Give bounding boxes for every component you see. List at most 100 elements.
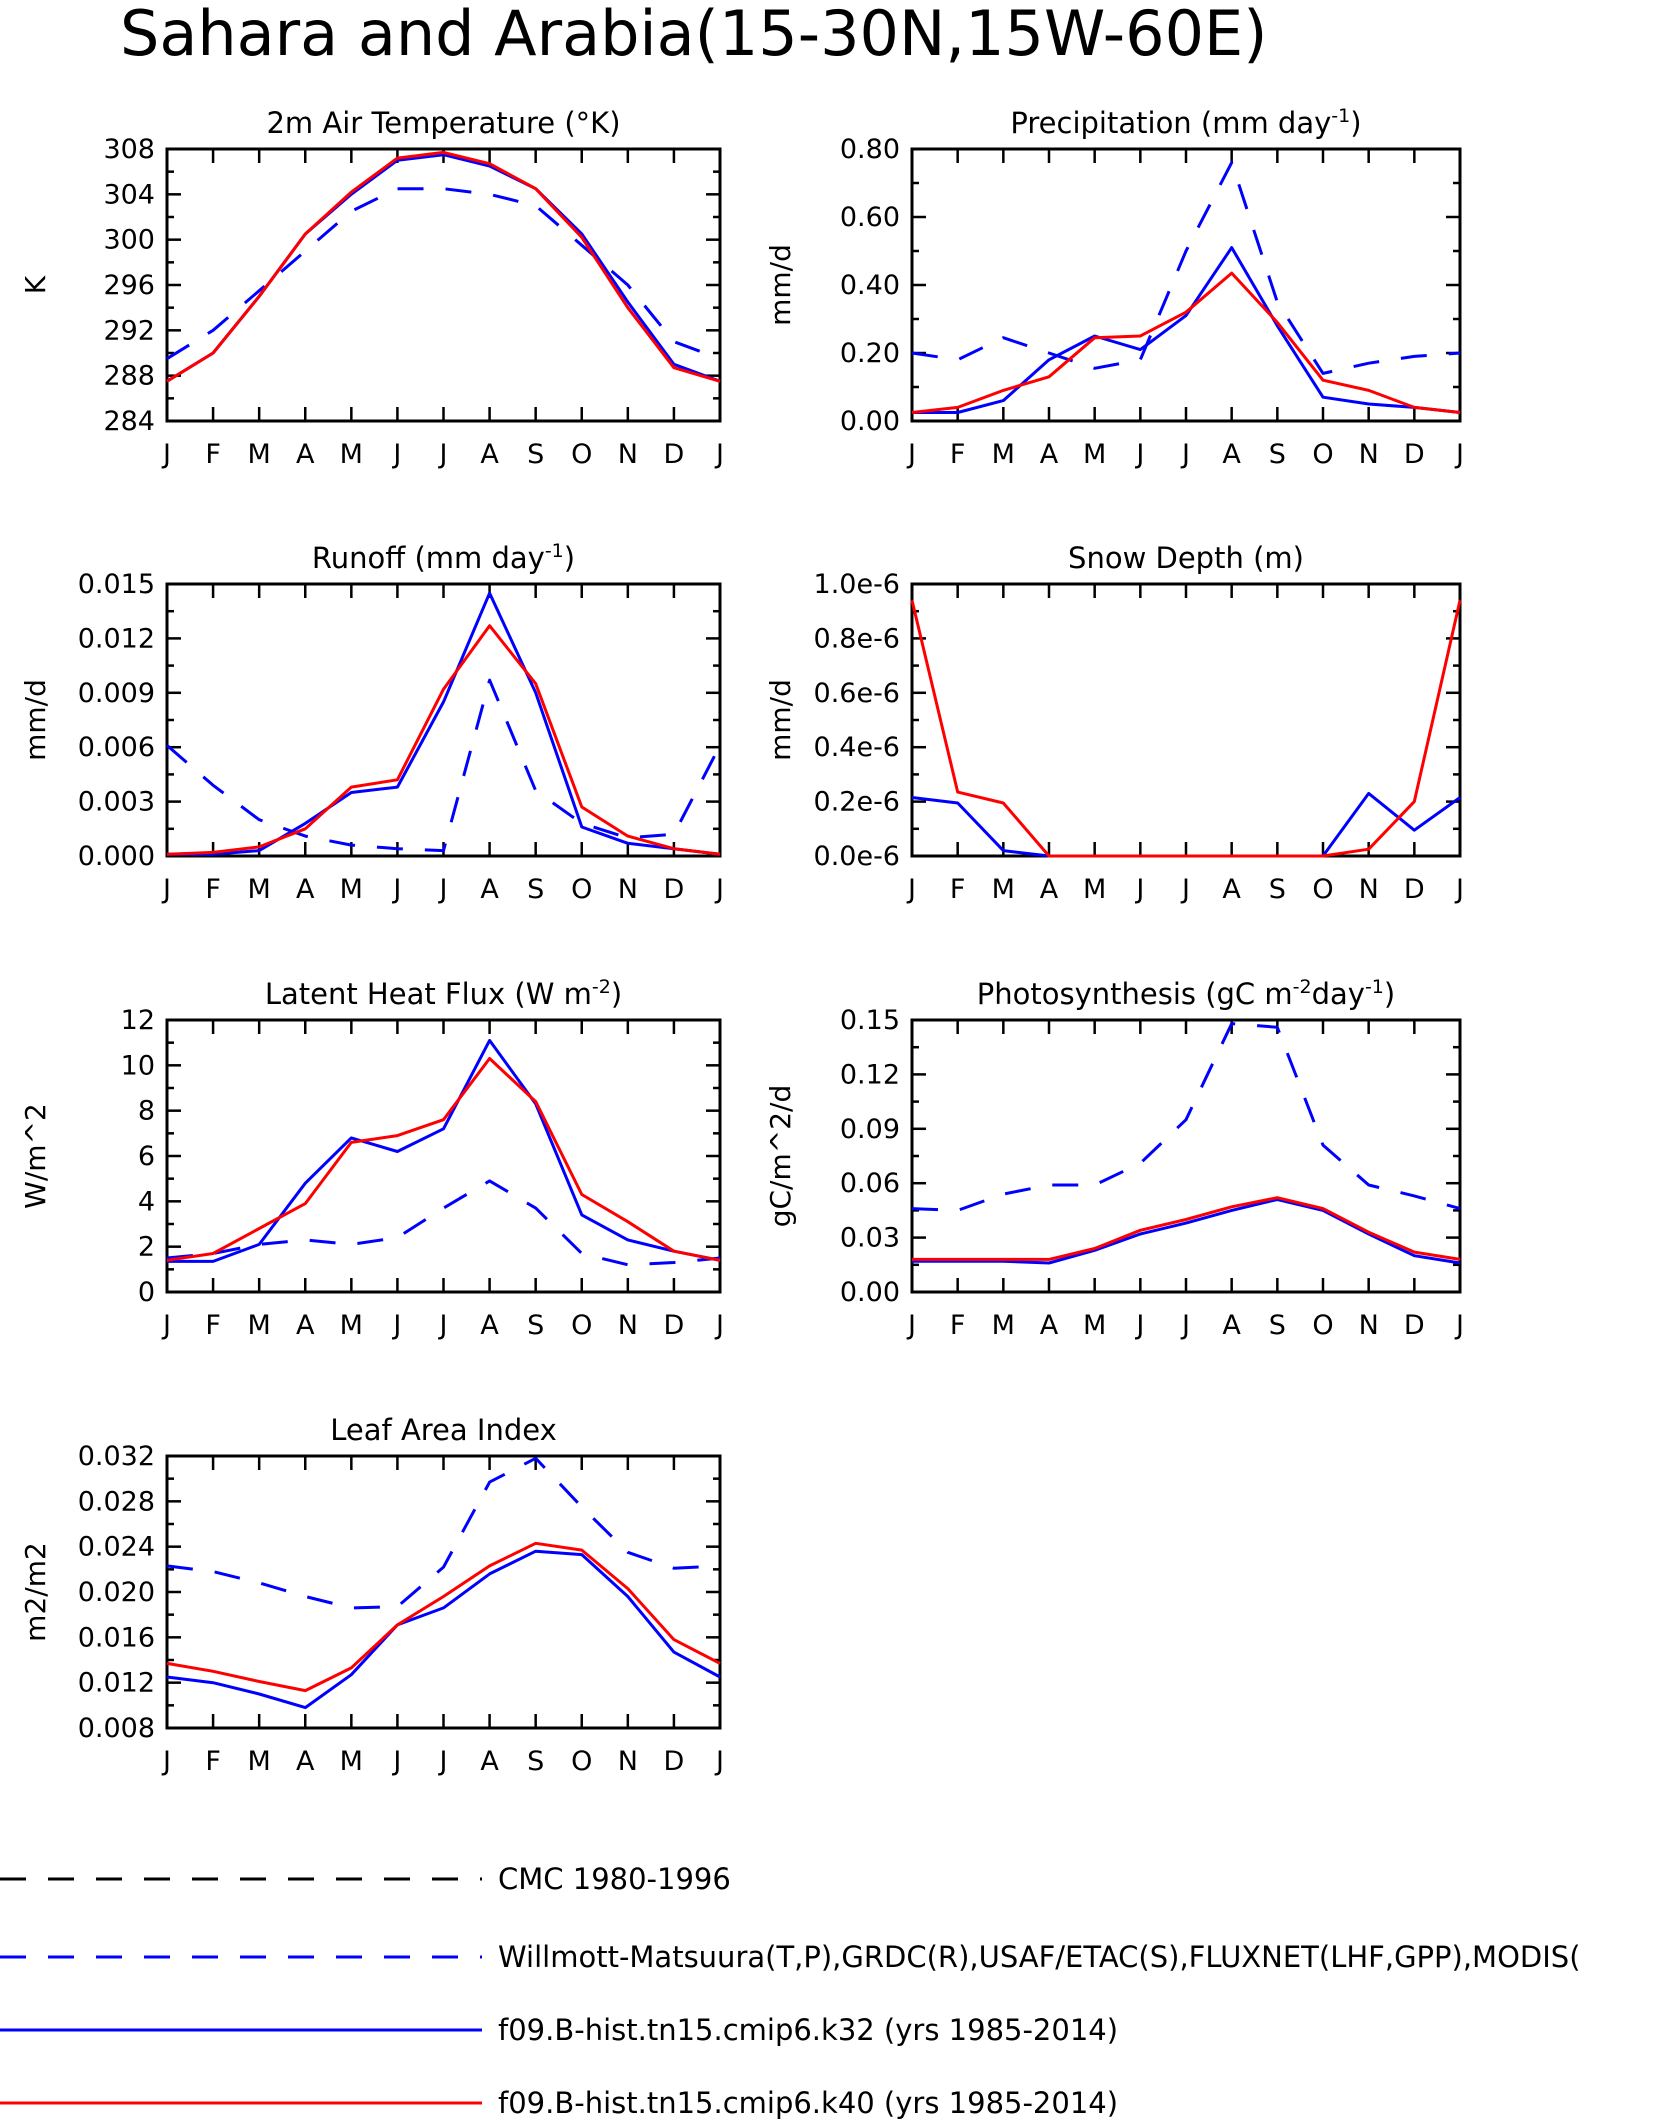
- x-tick-label: J: [1454, 874, 1464, 905]
- x-tick-label: D: [1404, 874, 1425, 905]
- x-tick-label: O: [571, 1746, 592, 1777]
- title-superscript: -2: [592, 976, 611, 998]
- x-tick-label: S: [527, 1746, 544, 1777]
- x-tick-label: F: [205, 1746, 221, 1777]
- y-tick-label: 0.012: [78, 1668, 155, 1699]
- x-tick-label: A: [1222, 439, 1241, 470]
- y-tick-label: 0.015: [78, 569, 155, 600]
- plot-frame: [910, 582, 1462, 858]
- legend-label: f09.B-hist.tn15.cmip6.k32 (yrs 1985-2014…: [498, 2013, 1118, 2047]
- x-tick-label: M: [1083, 439, 1106, 470]
- x-tick-label: J: [438, 439, 448, 470]
- x-tick-label: J: [906, 1310, 916, 1341]
- x-tick-label: M: [248, 439, 271, 470]
- x-tick-label: J: [391, 874, 401, 905]
- x-tick-label: J: [1180, 874, 1190, 905]
- series-line: [166, 1541, 721, 1693]
- panel-2: Precipitation (mm day-1) 0.00 0.20 0.40 0.60…: [764, 105, 1464, 470]
- y-tick-label: 308: [103, 134, 155, 165]
- y-tick-label: 0.024: [78, 1532, 155, 1563]
- y-axis-label: gC/m^2/d: [764, 1085, 797, 1228]
- y-tick-label: 0.008: [78, 1713, 155, 1744]
- x-tick-label: J: [161, 1310, 171, 1341]
- x-tick-label: M: [992, 439, 1015, 470]
- x-tick-label: N: [618, 439, 638, 470]
- panel-7: Leaf Area Index 0.008 0.012 0.016 0.020 0.024…: [19, 1413, 724, 1777]
- x-tick-label: J: [714, 1310, 724, 1341]
- x-tick-label: A: [1040, 439, 1059, 470]
- x-tick-label: J: [161, 439, 171, 470]
- x-tick-label: J: [1454, 439, 1464, 470]
- series-line: [167, 591, 721, 856]
- x-tick-label: J: [906, 874, 916, 905]
- y-tick-label: 0.012: [78, 623, 155, 654]
- y-tick-label: 0.8e-6: [814, 623, 900, 654]
- y-tick-label: 0.60: [840, 202, 900, 233]
- y-tick-label: 0.2e-6: [814, 787, 900, 818]
- legend-label: Willmott-Matsuura(T,P),GRDC(R),USAF/ETAC…: [498, 1940, 1581, 1974]
- panel-title: Precipitation (mm day-1): [1010, 105, 1361, 140]
- plot-frame: [910, 1018, 1462, 1294]
- x-tick-label: J: [1134, 439, 1144, 470]
- y-tick-label: 0.020: [78, 1577, 155, 1608]
- x-tick-label: O: [571, 439, 592, 470]
- y-tick-label: 0.80: [840, 134, 900, 165]
- y-tick-label: 0.09: [840, 1114, 900, 1145]
- y-tick-label: 284: [103, 406, 155, 437]
- panel-title: 2m Air Temperature (°K): [266, 106, 620, 140]
- panel-title-text: ): [564, 541, 575, 575]
- x-tick-label: F: [950, 1310, 966, 1341]
- y-axis-label: m2/m2: [19, 1542, 52, 1642]
- y-tick-label: 1.0e-6: [814, 569, 900, 600]
- x-tick-label: N: [618, 874, 638, 905]
- panel-6: Photosynthesis (gC m-2day-1) 0.00 0.03 0.06…: [764, 976, 1464, 1341]
- x-tick-label: D: [664, 1746, 685, 1777]
- y-axis-label: W/m^2: [19, 1103, 52, 1209]
- series-line: [166, 678, 722, 853]
- panel-title-text: ): [611, 977, 622, 1011]
- x-tick-label: J: [1134, 874, 1144, 905]
- x-tick-label: N: [618, 1746, 638, 1777]
- x-tick-label: J: [906, 439, 916, 470]
- plot-frame: [165, 147, 722, 423]
- x-tick-label: A: [480, 1746, 499, 1777]
- y-tick-label: 288: [103, 361, 155, 392]
- plot-frame: [165, 1454, 722, 1730]
- x-tick-label: J: [1134, 1310, 1144, 1341]
- x-tick-label: O: [1312, 874, 1333, 905]
- x-tick-label: A: [296, 1310, 315, 1341]
- panel-title-text: Photosynthesis (gC m: [977, 977, 1293, 1011]
- y-tick-label: 6: [138, 1141, 155, 1172]
- x-tick-label: M: [340, 874, 363, 905]
- y-tick-label: 0.006: [78, 732, 155, 763]
- x-tick-label: M: [340, 1746, 363, 1777]
- panel-title: Snow Depth (m): [1068, 541, 1304, 575]
- y-tick-label: 0.009: [78, 678, 155, 709]
- plot-frame: [165, 1018, 722, 1294]
- x-tick-label: N: [1359, 1310, 1379, 1341]
- panel-title: Leaf Area Index: [330, 1413, 556, 1447]
- x-tick-label: J: [1180, 1310, 1190, 1341]
- x-tick-label: M: [992, 874, 1015, 905]
- x-tick-label: J: [391, 1746, 401, 1777]
- series-line: [911, 1022, 1461, 1212]
- title-superscript: -1: [1365, 976, 1384, 998]
- series-line: [911, 271, 1461, 414]
- x-tick-label: D: [1404, 439, 1425, 470]
- series-line: [912, 1196, 1461, 1261]
- y-tick-label: 0.00: [840, 406, 900, 437]
- x-tick-label: J: [391, 1310, 401, 1341]
- series-line: [166, 624, 721, 856]
- x-tick-label: J: [391, 439, 401, 470]
- panel-title-text: Latent Heat Flux (W m: [265, 977, 592, 1011]
- panel-1: 2m Air Temperature (°K) 284 288 292 296 300 30…: [19, 106, 724, 470]
- x-tick-label: M: [248, 1310, 271, 1341]
- panel-title-text: ): [1350, 106, 1361, 140]
- x-tick-label: S: [527, 874, 544, 905]
- x-tick-label: A: [296, 439, 315, 470]
- y-tick-label: 2: [138, 1232, 155, 1263]
- legend-label: f09.B-hist.tn15.cmip6.k40 (yrs 1985-2014…: [498, 2086, 1118, 2120]
- series-line: [166, 1057, 721, 1262]
- x-tick-label: J: [714, 1746, 724, 1777]
